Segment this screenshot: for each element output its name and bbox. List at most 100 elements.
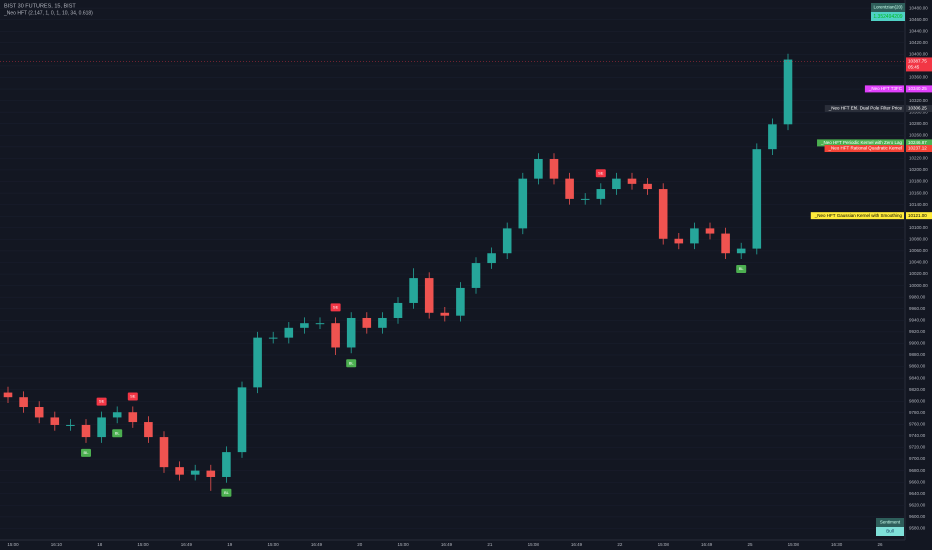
candle-body	[19, 397, 28, 408]
candle-body	[565, 178, 574, 199]
y-tick-label: 10480.00	[909, 5, 928, 10]
candle-body	[596, 189, 606, 199]
y-tick-label: 10360.00	[909, 75, 928, 80]
x-tick-label: 25	[747, 542, 753, 547]
x-tick-label: 19	[227, 542, 233, 547]
sell-signal-box	[330, 303, 341, 312]
y-tick-label: 10460.00	[909, 17, 928, 22]
y-tick-label: 9880.00	[909, 352, 926, 357]
candle-body	[346, 317, 356, 348]
candle-body	[393, 302, 403, 318]
y-tick-label: 10180.00	[909, 179, 928, 184]
y-tick-label: 9860.00	[909, 364, 926, 369]
y-tick-label: 9980.00	[909, 294, 926, 299]
candle-body	[112, 412, 122, 418]
indicator-name: _Neo HFT T3FC	[868, 86, 903, 91]
candle-body	[471, 263, 481, 288]
indicator-value: 10306.25	[908, 106, 927, 111]
candle-body	[300, 323, 309, 328]
x-tick-label: 16:49	[701, 542, 713, 547]
y-tick-label: 10400.00	[909, 52, 928, 57]
y-tick-label: 9900.00	[909, 341, 926, 346]
top-box-value-bg	[871, 12, 905, 21]
x-tick-label: 15:00	[7, 542, 19, 547]
y-tick-label: 10140.00	[909, 202, 928, 207]
x-tick-label: 16:49	[181, 542, 193, 547]
x-tick-label: 20	[357, 542, 363, 547]
y-tick-label: 10280.00	[909, 121, 928, 126]
indicator-value-box	[906, 105, 932, 113]
candle-body	[409, 278, 418, 303]
candle-body	[752, 149, 762, 249]
bottom-box-value: Bull	[886, 529, 894, 534]
x-tick-label: 15:08	[658, 542, 670, 547]
candle-body	[237, 387, 247, 453]
x-tick-label: 16:49	[441, 542, 453, 547]
last-price-time: 05:45	[908, 65, 920, 70]
candle-body	[253, 337, 262, 388]
y-tick-label: 9920.00	[909, 329, 926, 334]
indicator-name: _Neo HFT Rational Quadratic Kernel	[828, 146, 902, 151]
candle-body	[783, 59, 793, 125]
x-tick-label: 15:08	[528, 542, 540, 547]
buy-signal: BL	[739, 266, 745, 271]
buy-signal-box	[346, 359, 357, 368]
buy-signal: BL	[84, 450, 90, 455]
candle-body	[66, 424, 75, 426]
y-tick-label: 9960.00	[909, 306, 926, 311]
bottom-box-title: Sentiment	[880, 520, 901, 525]
bottom-box-value-bg	[876, 527, 904, 536]
x-tick-label: 15:08	[788, 542, 800, 547]
candle-body	[81, 424, 91, 438]
buy-signal-box	[736, 265, 747, 274]
candle-body	[362, 317, 372, 328]
chart-title: BIST 30 FUTURES, 15, BIST	[4, 3, 76, 9]
x-tick-label: 22	[617, 542, 623, 547]
sell-signal: SE	[99, 399, 105, 404]
candle-body	[456, 287, 465, 316]
candle-body	[690, 228, 699, 244]
candle-body	[268, 337, 278, 339]
candle-body	[206, 470, 216, 477]
y-tick-label: 10260.00	[909, 132, 928, 137]
candle-body	[502, 228, 512, 254]
indicator-name-box	[817, 139, 904, 147]
candle-body	[721, 233, 730, 254]
candle-body	[128, 412, 138, 423]
candle-body	[518, 178, 528, 229]
y-tick-label: 10320.00	[909, 98, 928, 103]
candle-body	[534, 158, 543, 179]
x-tick-label: 16:10	[51, 542, 63, 547]
candle-body	[159, 437, 169, 468]
y-tick-label: 9760.00	[909, 422, 926, 427]
sell-signal: SE	[598, 170, 604, 175]
candle-body	[34, 407, 44, 418]
x-tick-label: 15:00	[398, 542, 410, 547]
y-tick-label: 10440.00	[909, 28, 928, 33]
y-tick-label: 10100.00	[909, 225, 928, 230]
buy-signal: BL	[224, 490, 230, 495]
y-tick-label: 10420.00	[909, 40, 928, 45]
y-tick-label: 9700.00	[909, 456, 926, 461]
indicator-value: 10121.00	[908, 213, 927, 218]
y-tick-label: 9780.00	[909, 410, 926, 415]
y-tick-label: 10000.00	[909, 283, 928, 288]
buy-signal-box	[112, 429, 123, 438]
y-tick-label: 10060.00	[909, 248, 928, 253]
candle-body	[674, 238, 684, 244]
candle-body	[222, 452, 231, 477]
candle-body	[705, 228, 715, 234]
indicator-value: 10237.12	[908, 146, 927, 151]
indicator-name-box	[824, 105, 904, 113]
candle-body	[612, 178, 621, 190]
candle-body	[378, 317, 387, 328]
indicator-value-box	[906, 139, 932, 147]
y-tick-label: 10200.00	[909, 167, 928, 172]
indicator-value: 10246.87	[908, 140, 927, 145]
last-price-box	[906, 57, 932, 72]
buy-signal: BL	[349, 360, 355, 365]
indicator-name: _Neo HFT Ehl. Dual Pole Filter Price	[828, 106, 903, 111]
candle-body	[440, 312, 450, 316]
candle-body	[549, 158, 559, 179]
sell-signal: SE	[333, 304, 339, 309]
